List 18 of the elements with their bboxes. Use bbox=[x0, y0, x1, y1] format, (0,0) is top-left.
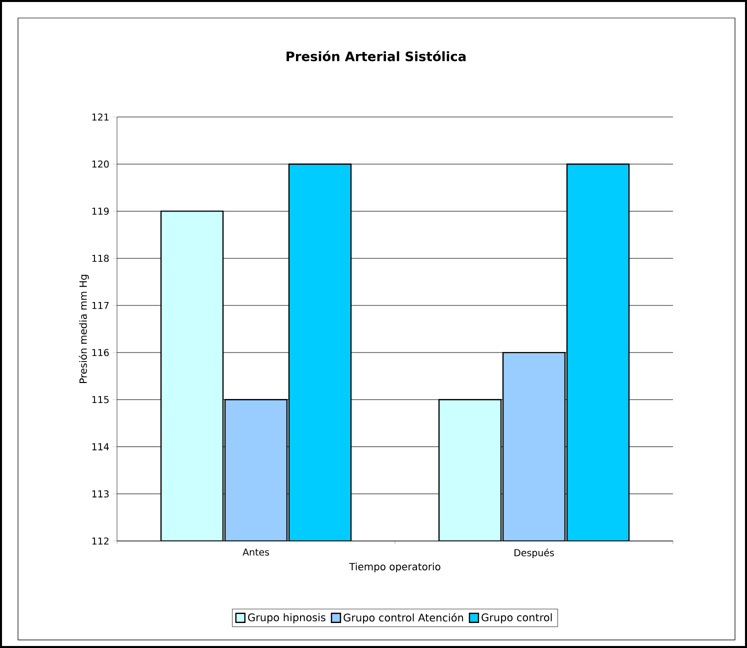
y-tick-label: 119 bbox=[92, 208, 109, 215]
y-tick-label: 112 bbox=[92, 537, 108, 544]
x-tick-label: Antes bbox=[242, 548, 270, 556]
y-tick-label: 114 bbox=[92, 443, 109, 450]
legend-label: Grupo hipnosis bbox=[248, 613, 326, 624]
chart-title: Presión Arterial Sistólica bbox=[286, 50, 466, 62]
y-tick-label: 120 bbox=[92, 160, 109, 168]
legend-label: Grupo control Atención bbox=[344, 613, 464, 624]
x-tick-label: Después bbox=[514, 548, 554, 558]
x-axis-title: Tiempo operatorio bbox=[349, 562, 440, 572]
y-axis-title: Presión media mm Hg bbox=[78, 274, 89, 383]
y-tick-label: 118 bbox=[92, 254, 109, 262]
y-tick-label: 113 bbox=[92, 490, 109, 498]
y-tick-label: 116 bbox=[92, 348, 109, 356]
legend-label: Grupo control bbox=[482, 613, 552, 624]
y-tick-label: 117 bbox=[92, 302, 109, 309]
y-tick-label: 121 bbox=[92, 113, 109, 120]
y-tick-label: 115 bbox=[92, 396, 109, 404]
